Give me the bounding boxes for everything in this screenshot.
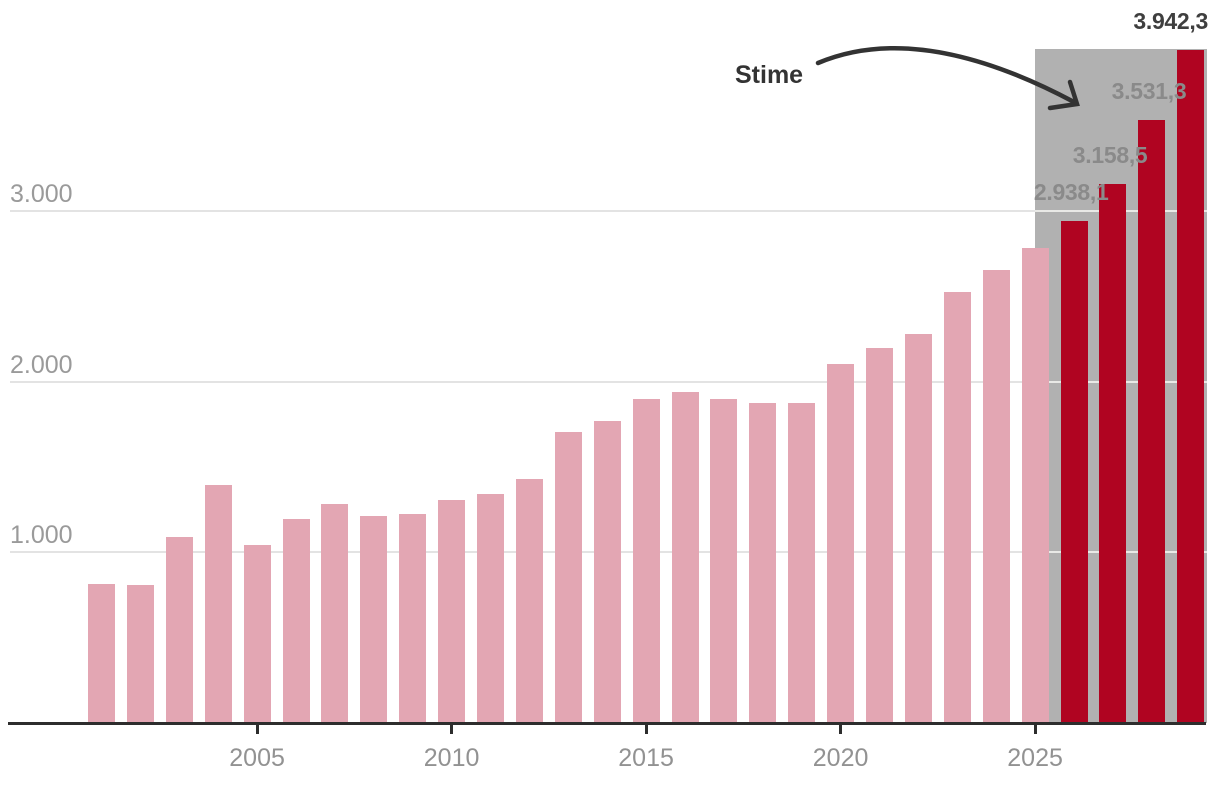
value-label-2028: 3.531,3	[1111, 78, 1187, 105]
y-axis-label-3000: 3.000	[10, 179, 73, 208]
stime-annotation-label: Stime	[735, 61, 804, 89]
bar-2008	[360, 515, 388, 723]
bar-2018	[749, 402, 777, 723]
bar-2010	[438, 500, 466, 723]
x-axis-tick-2015	[644, 725, 648, 734]
gridline-2000	[10, 380, 1206, 383]
bar-2016	[671, 391, 699, 723]
bar-2013	[554, 431, 582, 723]
bar-2015	[632, 399, 660, 723]
gridline-3000	[10, 209, 1206, 212]
y-axis-label-2000: 2.000	[10, 350, 73, 379]
bar-2009	[399, 513, 427, 723]
bar-2019	[788, 402, 816, 723]
x-axis-label-2010: 2010	[423, 744, 480, 772]
x-axis-tick-2005	[255, 725, 259, 734]
bar-2012	[515, 478, 543, 723]
bar-2001	[88, 583, 115, 723]
bar-2021	[866, 348, 893, 723]
bar-2022	[904, 333, 932, 723]
bar-2005	[243, 545, 271, 723]
bar-2020	[827, 364, 855, 723]
bar-2014	[593, 420, 621, 723]
bar-2027	[1099, 183, 1127, 723]
bar-2023	[943, 291, 971, 723]
x-axis-tick-2010	[450, 725, 454, 734]
bar-2026	[1060, 221, 1088, 723]
bar-2028	[1138, 120, 1166, 723]
bar-2011	[477, 494, 504, 723]
x-axis-label-2005: 2005	[229, 744, 285, 772]
bar-2025	[1021, 248, 1049, 723]
bar-2024	[982, 269, 1010, 723]
x-axis-line	[8, 722, 1206, 725]
x-axis-tick-2025	[1033, 725, 1037, 734]
x-axis-tick-2020	[839, 725, 843, 734]
bar-2003	[165, 536, 193, 723]
x-axis-label-2025: 2025	[1007, 744, 1063, 772]
bar-2029	[1177, 49, 1205, 723]
value-label-2026: 2.938,1	[1033, 179, 1109, 206]
bar-2004	[204, 484, 232, 723]
y-axis-label-1000: 1.000	[10, 521, 73, 550]
x-axis-label-2015: 2015	[618, 744, 674, 772]
x-axis-label-2020: 2020	[812, 744, 869, 772]
bar-2002	[126, 584, 154, 723]
bar-2006	[282, 518, 310, 723]
value-label-2027: 3.158,5	[1072, 141, 1148, 168]
bar-2017	[710, 398, 738, 723]
value-label-2029: 3.942,3	[1133, 7, 1208, 34]
bar-2007	[321, 504, 349, 723]
